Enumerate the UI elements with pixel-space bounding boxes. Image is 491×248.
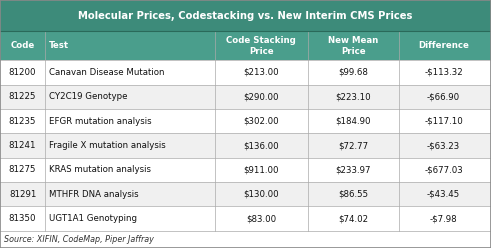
Text: Source: XIFIN, CodeMap, Piper Jaffray: Source: XIFIN, CodeMap, Piper Jaffray [4,235,154,244]
Bar [0,85,491,109]
Text: MTHFR DNA analysis: MTHFR DNA analysis [49,190,139,199]
Text: Difference: Difference [418,41,469,50]
Text: -$43.45: -$43.45 [427,190,460,199]
Text: 81350: 81350 [9,214,36,223]
Text: $86.55: $86.55 [338,190,368,199]
Text: CY2C19 Genotype: CY2C19 Genotype [49,92,128,101]
Text: $99.68: $99.68 [338,68,368,77]
Text: $290.00: $290.00 [244,92,279,101]
Text: -$117.10: -$117.10 [424,117,463,126]
Text: $223.10: $223.10 [335,92,371,101]
Text: $911.00: $911.00 [244,165,279,174]
Text: $184.90: $184.90 [335,117,371,126]
Text: Molecular Prices, Codestacking vs. New Interim CMS Prices: Molecular Prices, Codestacking vs. New I… [78,11,413,21]
Text: EFGR mutation analysis: EFGR mutation analysis [49,117,152,126]
Text: 81275: 81275 [9,165,36,174]
Text: 81225: 81225 [9,92,36,101]
Text: -$7.98: -$7.98 [430,214,458,223]
Text: 81200: 81200 [9,68,36,77]
Text: -$113.32: -$113.32 [424,68,463,77]
Text: -$677.03: -$677.03 [424,165,463,174]
Text: $136.00: $136.00 [244,141,279,150]
Text: $74.02: $74.02 [338,214,368,223]
Bar [0,0,491,31]
Bar [0,133,491,158]
Text: KRAS mutation analysis: KRAS mutation analysis [49,165,151,174]
Bar [0,31,491,60]
Text: Code Stacking
Price: Code Stacking Price [226,36,296,56]
Text: -$63.23: -$63.23 [427,141,460,150]
Text: UGT1A1 Genotyping: UGT1A1 Genotyping [49,214,137,223]
Text: $302.00: $302.00 [244,117,279,126]
Bar [0,206,491,231]
Text: Canavan Disease Mutation: Canavan Disease Mutation [49,68,164,77]
Text: New Mean
Price: New Mean Price [328,36,379,56]
Bar [0,231,491,248]
Text: $213.00: $213.00 [244,68,279,77]
Text: Code: Code [10,41,35,50]
Text: 81241: 81241 [9,141,36,150]
Text: $83.00: $83.00 [246,214,276,223]
Text: -$66.90: -$66.90 [427,92,460,101]
Bar [0,109,491,133]
Text: 81291: 81291 [9,190,36,199]
Text: $72.77: $72.77 [338,141,368,150]
Text: $130.00: $130.00 [244,190,279,199]
Text: 81235: 81235 [9,117,36,126]
Text: Test: Test [49,41,69,50]
Text: $233.97: $233.97 [335,165,371,174]
Bar [0,158,491,182]
Bar [0,182,491,206]
Bar [0,60,491,85]
Text: Fragile X mutation analysis: Fragile X mutation analysis [49,141,166,150]
